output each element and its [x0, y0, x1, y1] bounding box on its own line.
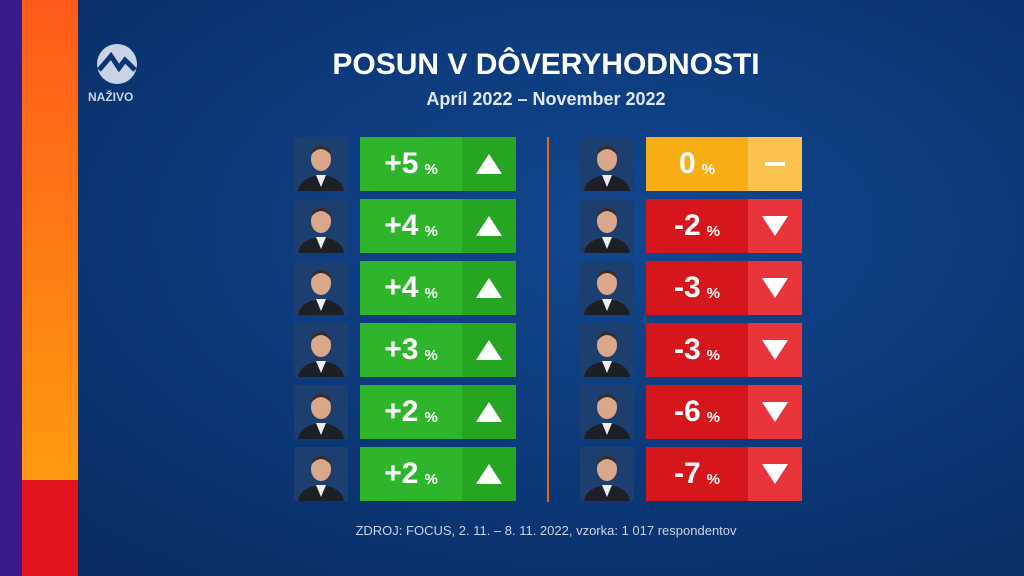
portrait-figure [298, 146, 344, 191]
portrait-figure [298, 332, 344, 377]
portrait-figure [584, 456, 630, 501]
logo-icon [97, 44, 137, 84]
value-box: 0% [646, 137, 748, 191]
value: +5 [384, 147, 419, 180]
arrow [762, 340, 788, 360]
value-box: -7% [646, 447, 748, 501]
value: -3 [673, 333, 701, 366]
value: -2 [673, 209, 701, 242]
arrow [476, 340, 502, 360]
value: +4 [384, 209, 419, 242]
portrait-figure [584, 270, 630, 315]
portrait [294, 261, 348, 315]
unit: % [424, 284, 438, 302]
portrait [580, 323, 634, 377]
value-box: +5% [360, 137, 462, 191]
unit: % [701, 160, 716, 178]
portrait [294, 137, 348, 191]
value: +3 [384, 333, 419, 366]
portrait-figure [584, 394, 630, 439]
value-box: -3% [646, 261, 748, 315]
value: 0 [678, 147, 696, 180]
value-box: +4% [360, 261, 462, 315]
value: +2 [384, 395, 419, 428]
value-box: -3% [646, 323, 748, 377]
value-box: +2% [360, 447, 462, 501]
value-box: -6% [646, 385, 748, 439]
value: -6 [673, 395, 701, 428]
trend-icon [748, 199, 802, 253]
portrait-figure [584, 146, 630, 191]
stripe [22, 0, 78, 480]
arrow [762, 464, 788, 484]
unit: % [706, 470, 721, 488]
portrait [580, 137, 634, 191]
divider [547, 137, 549, 502]
value-box: +2% [360, 385, 462, 439]
arrow [476, 402, 502, 422]
portrait [580, 199, 634, 253]
trend-icon [748, 137, 802, 191]
value-box: +4% [360, 199, 462, 253]
arrow [762, 402, 788, 422]
portrait [580, 447, 634, 501]
portrait-figure [584, 332, 630, 377]
subtitle: Apríl 2022 – November 2022 [426, 89, 666, 109]
title: POSUN V DÔVERYHODNOSTI [332, 48, 760, 81]
arrow [762, 216, 788, 236]
unit: % [706, 408, 721, 426]
portrait [294, 447, 348, 501]
portrait-figure [298, 394, 344, 439]
trend-icon [462, 385, 516, 439]
portrait-figure [298, 270, 344, 315]
portrait [294, 323, 348, 377]
portrait-figure [584, 208, 630, 253]
portrait-figure [298, 456, 344, 501]
unit: % [424, 470, 438, 488]
trend-icon [462, 199, 516, 253]
trend-icon [748, 323, 802, 377]
trend-icon [462, 447, 516, 501]
arrow [476, 278, 502, 298]
value: +4 [384, 271, 419, 304]
portrait-figure [298, 208, 344, 253]
trend-icon [462, 261, 516, 315]
stripe [22, 480, 78, 576]
value-box: +3% [360, 323, 462, 377]
trend-icon [748, 447, 802, 501]
value: +2 [384, 457, 419, 490]
unit: % [706, 222, 721, 240]
value: -3 [673, 271, 701, 304]
trend-icon [462, 323, 516, 377]
arrow [476, 154, 502, 174]
portrait [294, 385, 348, 439]
unit: % [424, 160, 438, 178]
unit: % [424, 222, 438, 240]
unit: % [706, 284, 721, 302]
stripe [0, 0, 22, 576]
arrow [476, 216, 502, 236]
unit: % [424, 408, 438, 426]
arrow [762, 278, 788, 298]
unit: % [706, 346, 721, 364]
unit: % [424, 346, 438, 364]
value: -7 [673, 457, 701, 490]
arrow [765, 162, 785, 166]
source: ZDROJ: FOCUS, 2. 11. – 8. 11. 2022, vzor… [355, 523, 737, 538]
trend-icon [462, 137, 516, 191]
portrait [580, 261, 634, 315]
trend-icon [748, 261, 802, 315]
trend-icon [748, 385, 802, 439]
portrait [294, 199, 348, 253]
logo-label: NAŽIVO [88, 90, 134, 104]
value-box: -2% [646, 199, 748, 253]
arrow [476, 464, 502, 484]
portrait [580, 385, 634, 439]
